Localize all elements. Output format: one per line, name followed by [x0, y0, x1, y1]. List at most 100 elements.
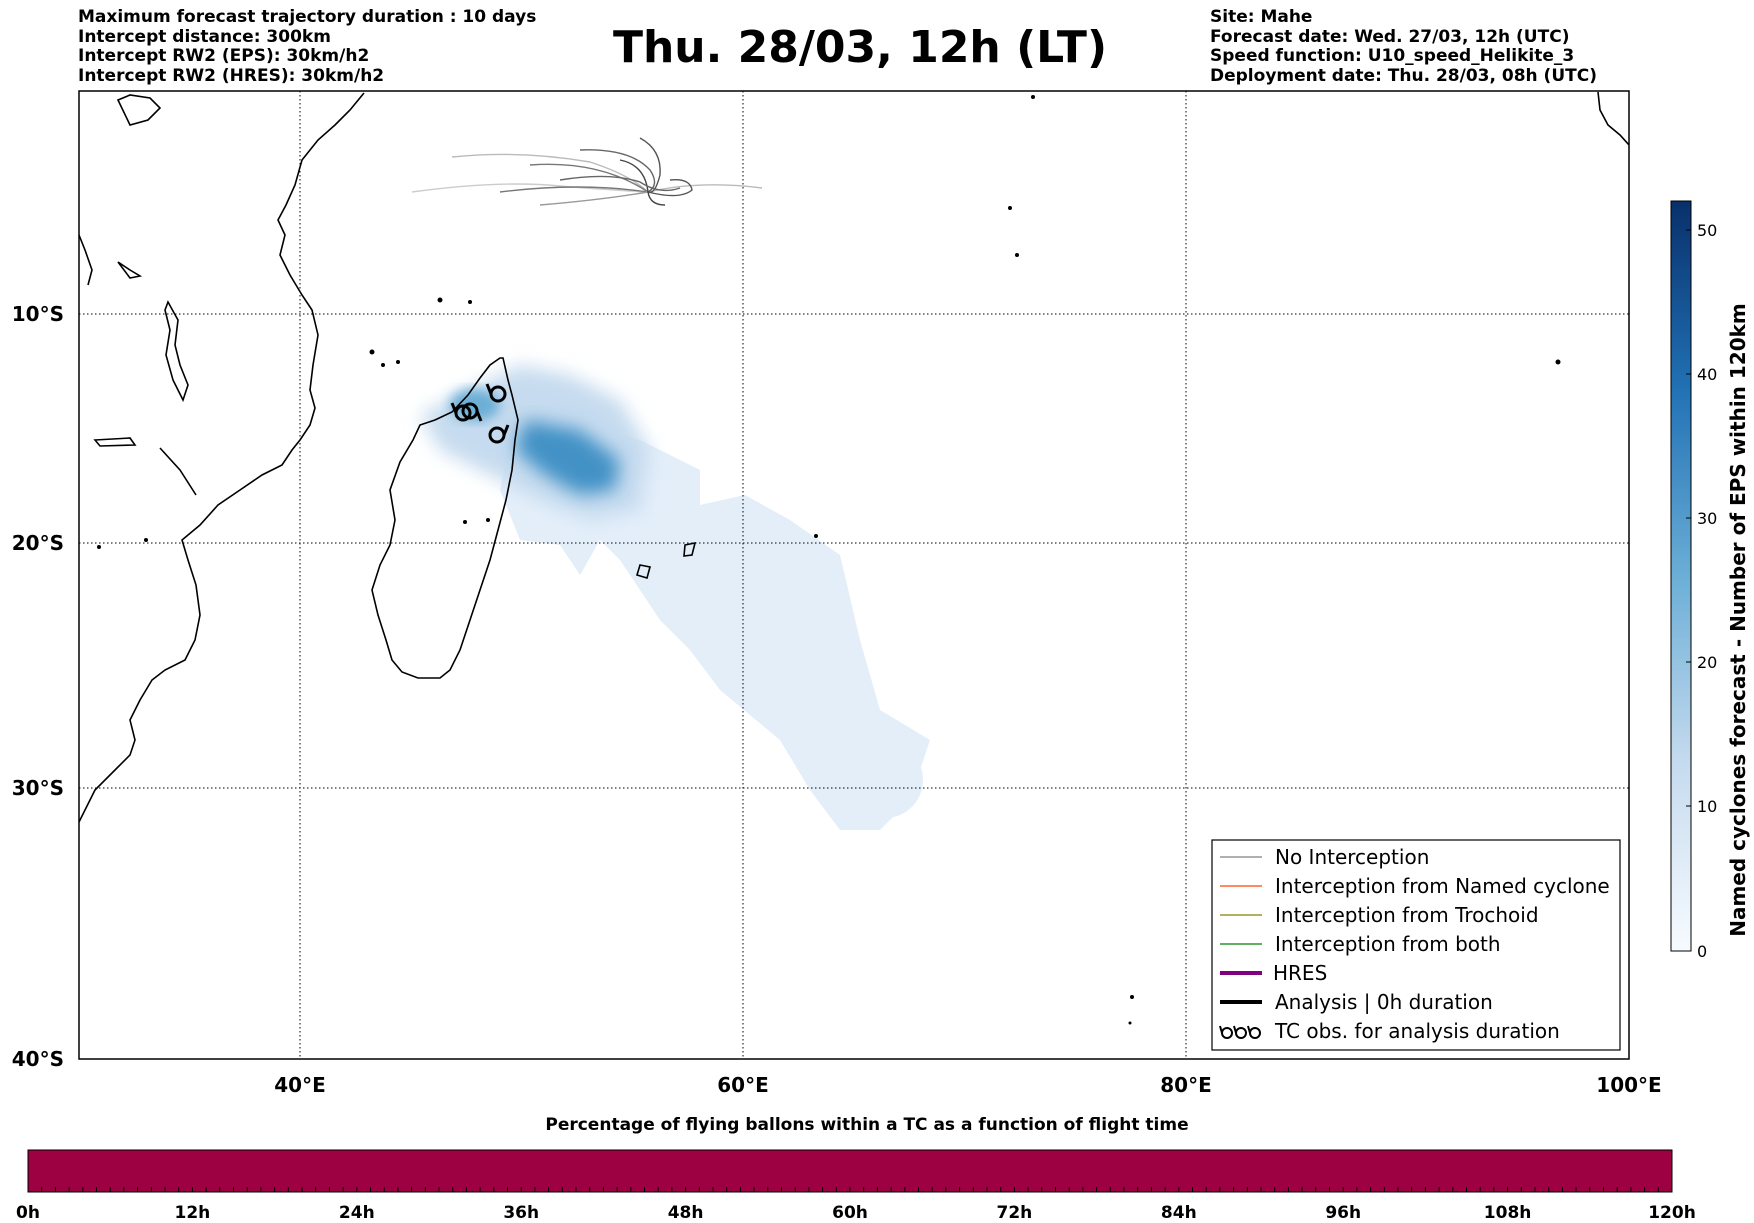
trajectory-line	[411, 183, 649, 193]
trajectory-line	[619, 159, 666, 206]
percentage-bar-minor-ticks	[41, 1187, 1659, 1192]
colorbar-tick-label: 40	[1697, 365, 1717, 384]
percentage-bar-tick-label: 108h	[1484, 1203, 1532, 1223]
info-line: Intercept RW2 (EPS): 30km/h2	[78, 46, 370, 66]
island	[97, 545, 101, 549]
legend-label: TC obs. for analysis duration	[1274, 1019, 1560, 1043]
trajectory-line	[451, 153, 649, 193]
island	[1555, 359, 1561, 365]
percentage-bar-tick-label: 48h	[668, 1203, 704, 1223]
island-coastline	[636, 564, 651, 580]
island	[1031, 95, 1035, 99]
madagascar-coastline	[371, 357, 519, 679]
island	[369, 349, 375, 355]
percentage-bar-tick-label: 24h	[339, 1203, 375, 1223]
colorbar-label: Named cyclones forecast - Number of EPS …	[1726, 303, 1750, 937]
density-colorbar: 0 10 20 30 40 50 Named cyclones forecast…	[1670, 200, 1750, 961]
density-region-high	[515, 420, 620, 495]
island	[144, 538, 148, 542]
colorbar-gradient	[1670, 200, 1692, 952]
island	[468, 300, 472, 304]
lat-label: 10°S	[12, 302, 64, 326]
colorbar-tick-label: 0	[1697, 942, 1707, 961]
small-islands	[97, 95, 1561, 1025]
percentage-bar: 0h 12h 24h 36h 48h 60h 72h 84h 96h 108h 120h	[16, 1149, 1696, 1223]
percentage-bar-title: Percentage of flying ballons within a TC…	[545, 1115, 1189, 1135]
percentage-bar-tick-label: 96h	[1325, 1203, 1361, 1223]
percentage-bar-tick-label: 12h	[175, 1203, 211, 1223]
island	[463, 520, 467, 524]
legend-label: Interception from both	[1275, 932, 1501, 956]
island	[1130, 995, 1134, 999]
trajectory-line	[559, 175, 681, 192]
island	[381, 363, 385, 367]
map-area	[79, 91, 1629, 1059]
lon-label: 60°E	[717, 1073, 769, 1097]
info-line: Intercept RW2 (HRES): 30km/h2	[78, 65, 385, 86]
cyclone-density-field	[420, 365, 930, 830]
trajectory-line	[539, 191, 649, 206]
forecast-info-left: Maximum forecast trajectory duration : 1…	[78, 7, 537, 86]
island-coastline	[1597, 91, 1629, 146]
page-title: Thu. 28/03, 12h (LT)	[612, 22, 1108, 73]
legend-label: HRES	[1273, 961, 1327, 985]
percentage-bar-fill	[27, 1149, 1673, 1193]
info-line: Site: Mahe	[1210, 7, 1313, 27]
percentage-bar-tick-labels: 0h 12h 24h 36h 48h 60h 72h 84h 96h 108h 120h	[16, 1203, 1696, 1223]
africa-coastline	[79, 92, 365, 823]
island	[486, 518, 490, 522]
percentage-bar-tick-label: 0h	[16, 1203, 40, 1223]
legend: No Interception Interception from Named …	[1211, 839, 1621, 1051]
colorbar-ticks	[1686, 229, 1691, 952]
colorbar-tick-label: 20	[1697, 653, 1717, 672]
lat-label: 20°S	[12, 531, 64, 555]
island-coastline	[159, 447, 197, 496]
island-coastline	[116, 94, 162, 126]
island-coastline	[683, 541, 697, 557]
info-line: Speed function: U10_speed_Helikite_3	[1210, 46, 1575, 66]
percentage-bar-tick-label: 72h	[997, 1203, 1033, 1223]
density-blob	[815, 745, 875, 805]
density-region-light	[500, 420, 930, 830]
lake-coastline	[164, 300, 189, 403]
cyclone-symbol-icon	[461, 402, 483, 422]
lon-label: 80°E	[1160, 1073, 1212, 1097]
trajectory-line	[499, 186, 649, 193]
legend-frame	[1211, 839, 1621, 1051]
island	[1015, 253, 1019, 257]
percentage-bar-tick-label: 84h	[1161, 1203, 1197, 1223]
tc-observations	[450, 383, 510, 444]
trajectory-line	[579, 149, 656, 193]
lon-label: 100°E	[1596, 1073, 1661, 1097]
forecast-info-right: Site: Mahe Forecast date: Wed. 27/03, 12…	[1210, 7, 1597, 86]
island	[396, 360, 400, 364]
island-coastline	[93, 437, 137, 447]
island-coastline	[117, 261, 143, 279]
percentage-bar-tick-label: 120h	[1648, 1203, 1696, 1223]
info-line: Intercept distance: 300km	[78, 26, 331, 47]
map-frame	[78, 90, 1630, 1060]
colorbar-tick-label: 10	[1697, 797, 1717, 816]
trajectory-line	[647, 179, 693, 197]
percentage-bar-tick-label: 60h	[832, 1203, 868, 1223]
island	[1008, 206, 1012, 210]
info-line: Forecast date: Wed. 27/03, 12h (UTC)	[1210, 26, 1570, 47]
island	[437, 297, 443, 303]
island-coastline	[79, 234, 93, 286]
lat-label: 30°S	[12, 776, 64, 800]
trajectory-line	[639, 137, 661, 194]
lon-label: 40°E	[274, 1073, 326, 1097]
legend-label: Interception from Trochoid	[1275, 903, 1539, 927]
cyclone-symbol-icon	[450, 402, 472, 422]
graticule	[79, 91, 1629, 1059]
colorbar-tick-label: 50	[1697, 221, 1717, 240]
info-line: Deployment date: Thu. 28/03, 08h (UTC)	[1210, 65, 1597, 86]
island	[814, 534, 818, 538]
cyclone-symbol-icon	[485, 383, 507, 403]
info-line: Maximum forecast trajectory duration : 1…	[78, 7, 537, 27]
legend-label: Analysis | 0h duration	[1275, 990, 1493, 1014]
legend-label: No Interception	[1275, 845, 1429, 869]
colorbar-tick-label: 30	[1697, 509, 1717, 528]
trajectory-line	[529, 163, 649, 193]
